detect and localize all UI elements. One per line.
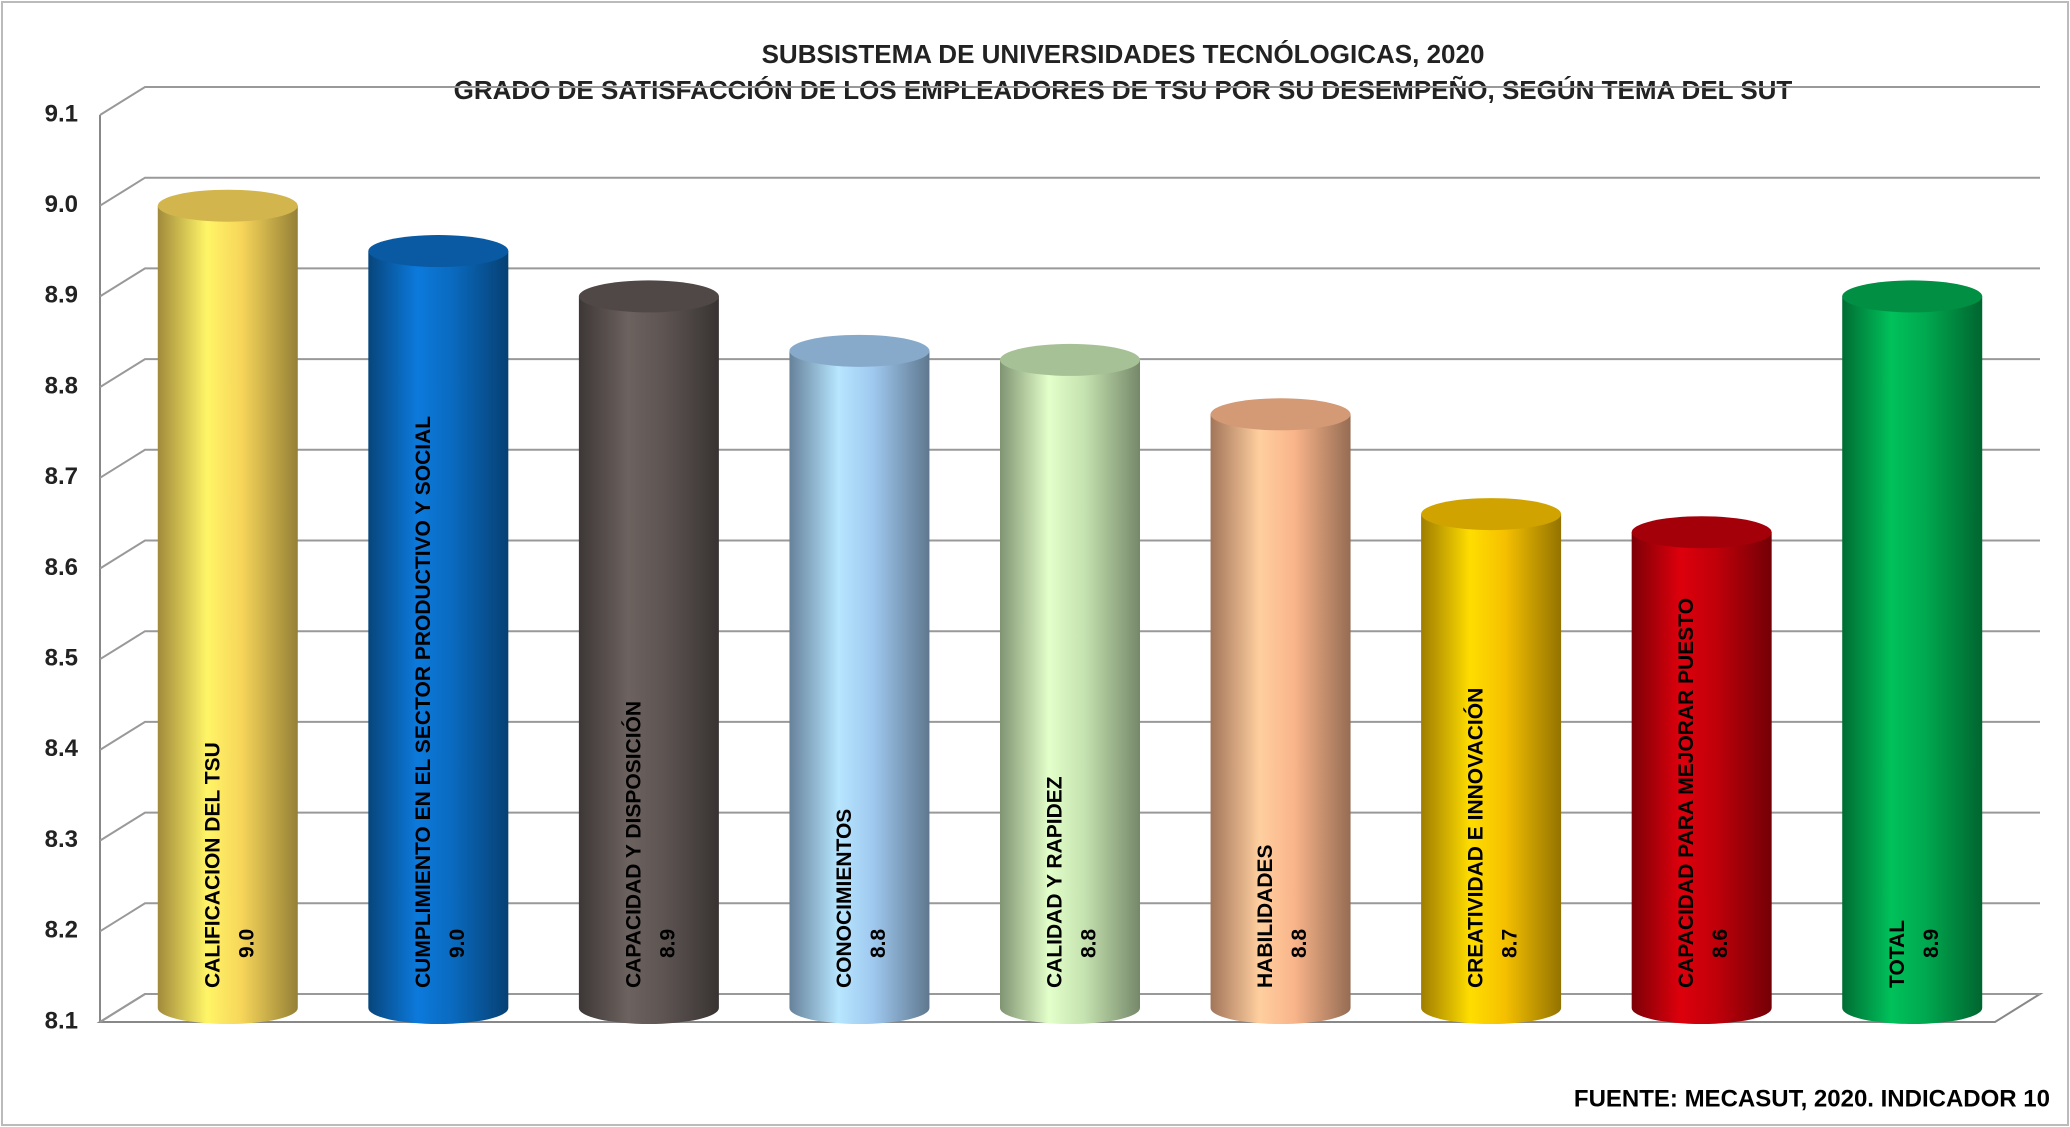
category-label: HABILIDADES (1254, 844, 1277, 988)
category-label: CALIFICACION DEL TSU (201, 742, 224, 988)
category-label: CAPACIDAD Y DISPOSICIÓN (621, 701, 645, 988)
data-label: 8.8 (1288, 928, 1311, 958)
grid-line (99, 993, 2040, 1023)
bar (1000, 359, 1140, 1024)
data-label: 8.9 (656, 929, 679, 958)
y-tick-label: 8.7 (45, 463, 78, 490)
grid-line (99, 86, 2040, 116)
y-tick-label: 8.9 (45, 282, 78, 309)
cylinder (1842, 280, 1983, 1024)
category-label: CREATIVIDAD E INNOVACIÓN (1464, 688, 1488, 988)
chart-subtitle: GRADO DE SATISFACCIÓN DE LOS EMPLEADORES… (454, 75, 1793, 105)
category-label: CUMPLIMIENTO EN EL SECTOR PRODUCTIVO Y S… (412, 416, 435, 988)
y-tick-label: 8.1 (45, 1007, 78, 1034)
cylinder (1210, 398, 1351, 1024)
grid-line (99, 720, 2040, 751)
grid-line (99, 539, 2040, 570)
cylinder (789, 334, 930, 1024)
grid-line (99, 811, 2040, 842)
category-label: CALIDAD Y RAPIDEZ (1044, 776, 1067, 988)
grid-line (99, 267, 2040, 298)
bar (578, 296, 719, 1024)
y-tick-label: 9.0 (45, 191, 78, 218)
cylinder (368, 235, 509, 1025)
bar-top (1000, 343, 1140, 376)
category-label: CAPACIDAD PARA MEJORAR PUESTO (1675, 598, 1698, 988)
bar (1421, 514, 1562, 1024)
data-label: 9.0 (235, 929, 258, 958)
bar-top (157, 189, 298, 222)
category-label: TOTAL (1886, 920, 1909, 988)
data-label: 9.0 (446, 929, 469, 958)
bar (789, 350, 930, 1024)
bar (157, 205, 298, 1024)
bar (1842, 296, 1983, 1024)
y-tick-label: 8.2 (45, 917, 78, 944)
cylinder (1000, 343, 1140, 1024)
data-label: 8.9 (1920, 929, 1943, 958)
source-note: FUENTE: MECASUT, 2020. INDICADOR 10 (1574, 1085, 2050, 1112)
grid-line (99, 176, 2040, 207)
cylinder (1631, 516, 1772, 1024)
category-label: CONOCIMIENTOS (833, 809, 856, 988)
y-tick-label: 8.4 (45, 735, 79, 762)
bar-top (368, 235, 509, 268)
bar-top (578, 280, 719, 313)
y-tick-label: 8.6 (45, 554, 78, 581)
grid-line (99, 630, 2040, 661)
bar-top (1210, 398, 1351, 431)
y-tick-label: 8.5 (45, 645, 78, 672)
chart-title: SUBSISTEMA DE UNIVERSIDADES TECNÓLOGICAS… (762, 39, 1485, 69)
grid-line (99, 358, 2040, 388)
y-tick-label: 9.1 (45, 100, 78, 127)
bar (1631, 532, 1772, 1024)
y-tick-label: 8.8 (45, 372, 78, 399)
bar-top (789, 334, 930, 367)
grid-line (99, 448, 2040, 479)
data-label: 8.7 (1499, 929, 1522, 958)
y-tick-label: 8.3 (45, 826, 78, 853)
cylinder (578, 280, 719, 1024)
bar (1210, 414, 1351, 1024)
grid-line (99, 902, 2040, 933)
data-label: 8.8 (867, 928, 890, 958)
bar (368, 251, 509, 1025)
cylinder (1421, 498, 1562, 1024)
bar-top (1842, 280, 1983, 313)
bar-top (1631, 516, 1772, 549)
bar-top (1421, 498, 1562, 531)
data-label: 8.8 (1078, 928, 1101, 958)
cylinder (157, 189, 298, 1024)
data-label: 8.6 (1709, 929, 1732, 958)
